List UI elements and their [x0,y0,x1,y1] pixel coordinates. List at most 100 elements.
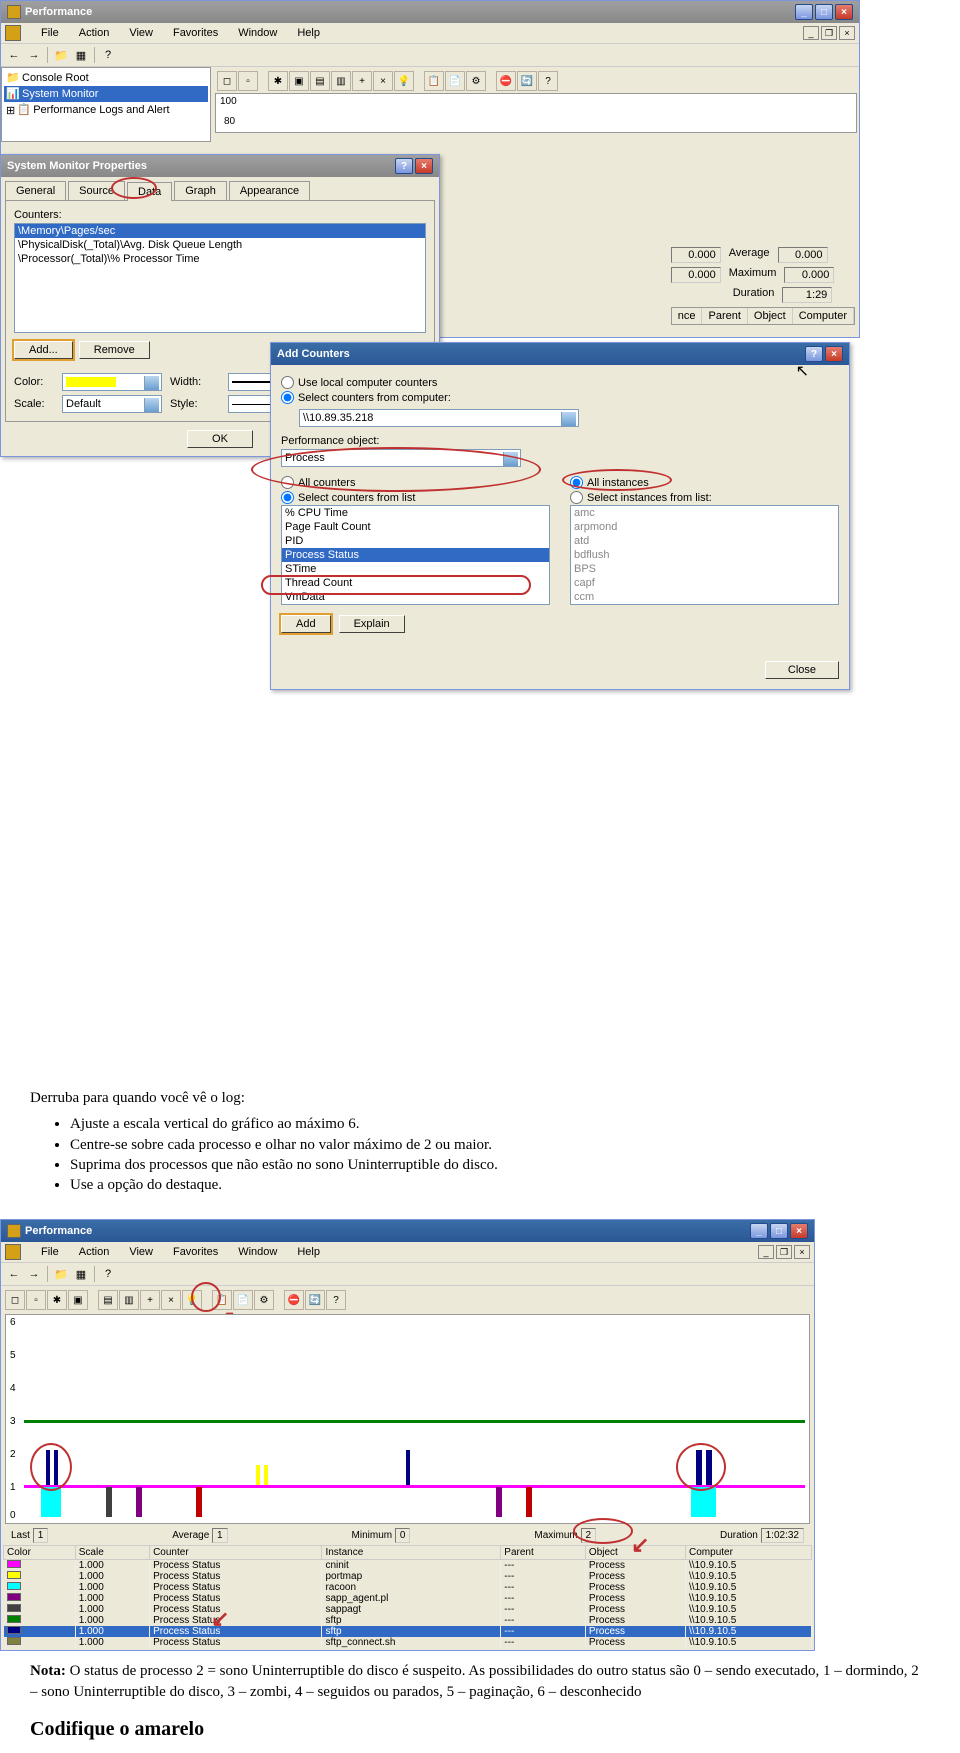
menu-favorites[interactable]: Favorites [169,1244,222,1260]
show-tree-button[interactable]: ▦ [72,46,90,64]
all-instances-radio-label[interactable]: All instances [570,475,839,490]
table-row[interactable]: 1.000 Process Status racoon --- Process … [4,1582,812,1593]
properties-button[interactable]: ⚙ [466,71,486,91]
properties-button[interactable]: ⚙ [254,1290,274,1310]
console-tree[interactable]: 📁Console Root 📊System Monitor ⊞📋Performa… [1,67,211,142]
table-row[interactable]: 1.000 Process Status sftp --- Process \\… [4,1615,812,1626]
explain-button[interactable]: Explain [339,615,405,633]
list-item[interactable]: BPS [571,562,838,576]
menu-window[interactable]: Window [234,1244,281,1260]
new-counter-set-button[interactable]: ◻ [217,71,237,91]
menu-help[interactable]: Help [293,25,324,41]
close-button[interactable]: × [835,4,853,20]
clear-button[interactable]: ▫ [26,1290,46,1310]
list-item[interactable]: VmData [282,590,549,604]
clear-button[interactable]: ▫ [238,71,258,91]
highlight-button[interactable]: 💡 [394,71,414,91]
mdi-minimize[interactable]: _ [758,1245,774,1259]
counters-listbox[interactable]: \Memory\Pages/sec \PhysicalDisk(_Total)\… [14,223,426,333]
list-item[interactable]: PID [282,534,549,548]
view-report-button[interactable]: ▤ [98,1290,118,1310]
local-radio[interactable] [281,376,294,389]
remote-radio-label[interactable]: Select counters from computer: [281,390,839,405]
col-parent[interactable]: Parent [702,308,747,324]
add-button[interactable]: + [352,71,372,91]
close-button[interactable]: × [825,346,843,362]
table-row[interactable]: 1.000 Process Status sftp --- Process \\… [4,1626,812,1637]
list-item[interactable]: Page Fault Count [282,520,549,534]
menu-view[interactable]: View [125,1244,157,1260]
table-row[interactable]: 1.000 Process Status sftp_connect.sh ---… [4,1637,812,1648]
list-item[interactable]: arpmond [571,520,838,534]
add-button[interactable]: Add [281,615,331,633]
col-parent[interactable]: Parent [501,1546,586,1560]
table-row[interactable]: 1.000 Process Status portmap --- Process… [4,1571,812,1582]
tree-console-root[interactable]: 📁Console Root [4,70,208,86]
list-item[interactable]: atd [571,534,838,548]
maximize-button[interactable]: □ [815,4,833,20]
list-item[interactable]: amc [571,506,838,520]
perf-obj-dropdown[interactable]: Process [281,449,521,467]
local-radio-label[interactable]: Use local computer counters [281,375,839,390]
counter-item[interactable]: \Memory\Pages/sec [15,224,425,238]
menu-file[interactable]: File [37,1244,63,1260]
paste-button[interactable]: 📄 [445,71,465,91]
tab-graph[interactable]: Graph [174,181,227,200]
add-button[interactable]: Add... [14,341,73,359]
counters-listbox[interactable]: % CPU Time Page Fault Count PID Process … [281,505,550,605]
freeze-button[interactable]: ⛔ [284,1290,304,1310]
delete-button[interactable]: × [373,71,393,91]
menu-favorites[interactable]: Favorites [169,25,222,41]
list-item[interactable]: Thread Count [282,576,549,590]
list-item[interactable]: % CPU Time [282,506,549,520]
all-instances-radio[interactable] [570,476,583,489]
sel-instances-radio[interactable] [570,491,583,504]
update-button[interactable]: 🔄 [305,1290,325,1310]
mdi-close[interactable]: × [839,26,855,40]
help-button[interactable]: ? [805,346,823,362]
highlight-button[interactable]: 💡 [182,1290,202,1310]
ok-button[interactable]: OK [187,430,253,448]
tab-general[interactable]: General [5,181,66,200]
help-button[interactable]: ? [99,1265,117,1283]
update-button[interactable]: 🔄 [517,71,537,91]
sel-instances-radio-label[interactable]: Select instances from list: [570,490,839,505]
tab-data[interactable]: Data [127,182,172,201]
mdi-restore[interactable]: ❐ [821,26,837,40]
paste-button[interactable]: 📄 [233,1290,253,1310]
view-histogram-button[interactable]: ▣ [289,71,309,91]
close-button[interactable]: Close [765,661,839,679]
list-item[interactable]: capf [571,576,838,590]
show-tree-button[interactable]: ▦ [72,1265,90,1283]
minimize-button[interactable]: _ [795,4,813,20]
table-row[interactable]: 1.000 Process Status sappagt --- Process… [4,1604,812,1615]
computer-dropdown[interactable]: \\10.89.35.218 [299,409,579,427]
all-counters-radio-label[interactable]: All counters [281,475,550,490]
counter-item[interactable]: \PhysicalDisk(_Total)\Avg. Disk Queue Le… [15,238,425,252]
forward-button[interactable]: → [25,46,43,64]
list-item[interactable]: bdflush [571,548,838,562]
menu-action[interactable]: Action [75,1244,114,1260]
view-log-button[interactable]: ▥ [331,71,351,91]
col-scale[interactable]: Scale [75,1546,149,1560]
col-color[interactable]: Color [4,1546,76,1560]
delete-button[interactable]: × [161,1290,181,1310]
view-histogram-button[interactable]: ▣ [68,1290,88,1310]
back-button[interactable]: ← [5,46,23,64]
help-button[interactable]: ? [99,46,117,64]
help-icon[interactable]: ? [538,71,558,91]
remove-button[interactable]: Remove [79,341,150,359]
table-row[interactable]: 1.000 Process Status cninit --- Process … [4,1560,812,1572]
maximize-button[interactable]: □ [770,1223,788,1239]
tree-perf-logs[interactable]: ⊞📋Performance Logs and Alert [4,102,208,118]
menu-view[interactable]: View [125,25,157,41]
list-item[interactable]: STime [282,562,549,576]
minimize-button[interactable]: _ [750,1223,768,1239]
tab-appearance[interactable]: Appearance [229,181,310,200]
view-log-button[interactable]: ▥ [119,1290,139,1310]
up-folder-button[interactable]: 📁 [52,46,70,64]
col-counter[interactable]: Counter [150,1546,322,1560]
menu-action[interactable]: Action [75,25,114,41]
view-graph-button[interactable]: ✱ [47,1290,67,1310]
col-computer[interactable]: Computer [793,308,854,324]
